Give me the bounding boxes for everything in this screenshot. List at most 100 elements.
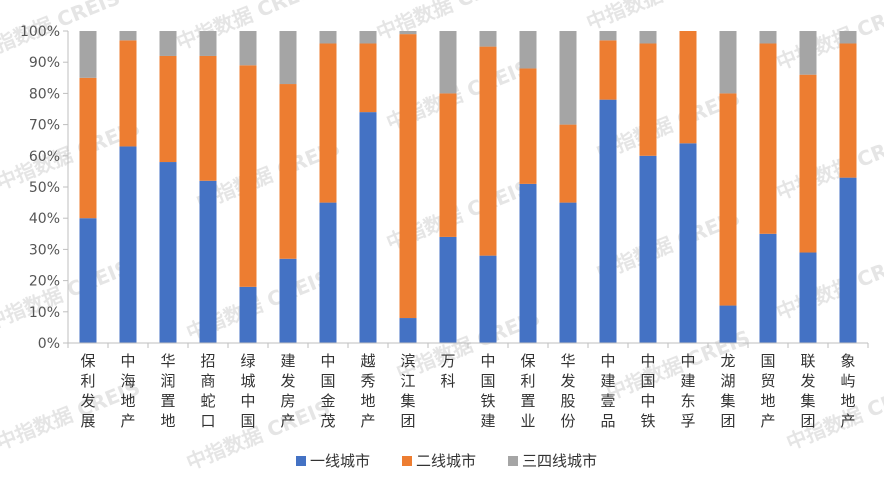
legend-label: 二线城市: [416, 452, 476, 470]
x-axis: 保利发展中海地产华润置地招商蛇口绿城中国建发房产中国金茂越秀地产滨江集团万科中国…: [67, 342, 869, 430]
x-category-label: 滨江集团: [400, 352, 415, 430]
watermark-text: 中指数据 CREIS: [0, 255, 133, 334]
bar-tier2-9: [439, 93, 457, 237]
y-tick-label: 30%: [29, 242, 60, 258]
y-tick-label: 20%: [29, 274, 60, 290]
bar-tier1-6: [319, 202, 337, 343]
bar-tier34-12: [559, 31, 577, 125]
watermark-text: 中指数据 CREIS: [773, 125, 884, 204]
bar-tier34-1: [119, 31, 137, 41]
x-category-label: 保利发展: [80, 352, 95, 430]
legend: 一线城市 二线城市 三四线城市: [296, 452, 597, 470]
x-category-label: 保利置业: [520, 352, 535, 430]
bar-tier1-18: [799, 252, 817, 343]
x-category-label: 中建壹品: [600, 352, 615, 430]
bar-tier34-0: [79, 31, 97, 78]
bar-tier34-13: [599, 31, 617, 41]
bars: [79, 31, 857, 344]
bar-tier2-0: [79, 77, 97, 219]
x-category-label: 中国铁建: [480, 352, 495, 430]
bar-tier34-16: [719, 31, 737, 94]
x-category-label: 万科: [440, 352, 455, 390]
bar-tier34-18: [799, 31, 817, 75]
bar-tier34-5: [279, 31, 297, 85]
x-category-label: 国贸地产: [760, 352, 775, 430]
bar-tier2-6: [319, 43, 337, 203]
y-axis: 0% 10% 20% 30% 40% 50% 60% 70% 80% 90% 100%: [20, 24, 69, 352]
bar-tier2-18: [799, 74, 817, 253]
legend-swatch: [508, 456, 518, 466]
bar-tier2-16: [719, 93, 737, 306]
x-category-label: 建发房产: [280, 352, 295, 430]
bar-tier2-10: [479, 46, 497, 256]
y-tick-label: 10%: [29, 305, 60, 321]
bar-tier2-14: [639, 43, 657, 156]
x-category-label: 中海地产: [120, 352, 135, 430]
bar-tier1-10: [479, 255, 497, 343]
bar-tier1-8: [399, 318, 417, 343]
bar-tier2-19: [839, 43, 857, 178]
bar-tier1-12: [559, 202, 577, 343]
bar-tier2-11: [519, 68, 537, 184]
bar-tier34-9: [439, 31, 457, 94]
bar-tier2-15: [679, 31, 697, 144]
y-tick-label: 0%: [38, 336, 60, 352]
bar-tier1-7: [359, 112, 377, 344]
x-category-label: 联发集团: [800, 352, 815, 430]
y-tick-label: 80%: [29, 86, 60, 102]
bar-tier1-19: [839, 177, 857, 343]
watermark-text: 中指数据 CREIS: [783, 375, 884, 454]
bar-tier2-7: [359, 43, 377, 113]
x-category-label: 龙湖集团: [720, 352, 735, 430]
y-tick-label: 100%: [20, 24, 60, 40]
bar-tier2-8: [399, 34, 417, 319]
watermark-text: 中指数据 CREIS: [583, 0, 733, 35]
x-category-label: 华发股份: [560, 352, 575, 430]
bar-tier2-5: [279, 84, 297, 259]
bar-tier2-2: [159, 55, 177, 163]
bar-tier34-19: [839, 31, 857, 44]
bar-tier2-3: [199, 55, 217, 181]
bar-tier1-17: [759, 233, 777, 343]
legend-label: 一线城市: [310, 452, 370, 470]
bar-tier2-1: [119, 40, 137, 147]
y-tick-label: 70%: [29, 118, 60, 134]
bar-tier1-4: [239, 286, 257, 343]
bar-tier2-13: [599, 40, 617, 100]
x-category-label: 中国金茂: [320, 352, 335, 430]
bar-tier1-11: [519, 183, 537, 343]
bar-tier1-13: [599, 99, 617, 343]
y-tick-label: 50%: [29, 180, 60, 196]
legend-swatch: [296, 456, 306, 466]
bar-tier1-3: [199, 180, 217, 343]
x-category-label: 华润置地: [160, 352, 175, 430]
y-tick-label: 60%: [29, 149, 60, 165]
legend-swatch: [402, 456, 412, 466]
bar-tier34-17: [759, 31, 777, 44]
bar-tier34-14: [639, 31, 657, 44]
bar-tier1-5: [279, 258, 297, 343]
watermark-text: 中指数据 CREIS: [0, 0, 123, 65]
x-category-label: 绿城中国: [240, 352, 255, 430]
bar-tier1-9: [439, 236, 457, 343]
y-tick-label: 40%: [29, 211, 60, 227]
bar-tier34-3: [199, 31, 217, 56]
bar-tier1-0: [79, 218, 97, 343]
bar-tier34-7: [359, 31, 377, 44]
bar-tier34-6: [319, 31, 337, 44]
bar-tier34-10: [479, 31, 497, 47]
x-category-label: 招商蛇口: [200, 352, 215, 430]
watermark-text: 中指数据 CREIS: [773, 245, 884, 324]
bar-tier1-14: [639, 155, 657, 343]
x-category-label: 中建东孚: [680, 352, 695, 430]
bar-tier34-4: [239, 31, 257, 66]
bar-tier1-15: [679, 143, 697, 343]
watermark-text: 中指数据 CREIS: [773, 0, 884, 75]
bar-tier34-11: [519, 31, 537, 69]
y-tick-label: 90%: [29, 55, 60, 71]
bar-tier2-12: [559, 124, 577, 203]
bar-tier1-1: [119, 146, 137, 343]
bar-tier1-2: [159, 162, 177, 343]
bar-tier34-8: [399, 31, 417, 35]
